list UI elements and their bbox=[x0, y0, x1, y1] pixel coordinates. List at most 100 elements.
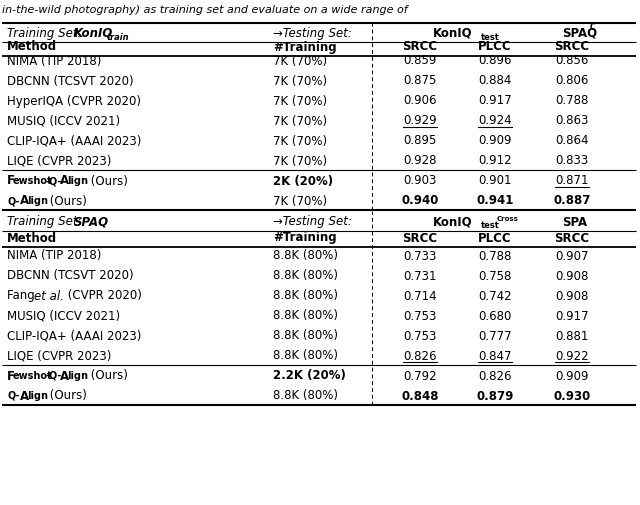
Text: (CVPR 2020): (CVPR 2020) bbox=[64, 289, 142, 302]
Text: KonIQ: KonIQ bbox=[433, 216, 472, 228]
Text: 0.826: 0.826 bbox=[403, 349, 436, 363]
Text: A: A bbox=[20, 389, 29, 402]
Text: MUSIQ (ICCV 2021): MUSIQ (ICCV 2021) bbox=[7, 115, 120, 127]
Text: A: A bbox=[20, 194, 29, 208]
Text: 0.901: 0.901 bbox=[478, 175, 512, 187]
Text: ewshot: ewshot bbox=[13, 176, 52, 186]
Text: 8.8K (80%): 8.8K (80%) bbox=[273, 249, 338, 263]
Text: 7K (70%): 7K (70%) bbox=[273, 55, 327, 68]
Text: in-the-wild photography) as training set and evaluate on a wide range of: in-the-wild photography) as training set… bbox=[2, 5, 408, 15]
Text: 0.917: 0.917 bbox=[478, 94, 512, 108]
Text: SRCC: SRCC bbox=[554, 40, 589, 54]
Text: NIMA (TIP 2018): NIMA (TIP 2018) bbox=[7, 249, 101, 263]
Text: Training Set:: Training Set: bbox=[7, 216, 85, 228]
Text: Cross: Cross bbox=[497, 216, 518, 222]
Text: 0.875: 0.875 bbox=[403, 75, 436, 87]
Text: CLIP-IQA+ (AAAI 2023): CLIP-IQA+ (AAAI 2023) bbox=[7, 134, 141, 147]
Text: #Training: #Training bbox=[273, 231, 337, 244]
Text: (Ours): (Ours) bbox=[46, 389, 87, 402]
Text: 0.742: 0.742 bbox=[478, 289, 512, 302]
Text: 0.896: 0.896 bbox=[478, 55, 512, 68]
Text: 8.8K (80%): 8.8K (80%) bbox=[273, 289, 338, 302]
Text: 0.930: 0.930 bbox=[554, 389, 591, 402]
Text: SPAQ: SPAQ bbox=[562, 26, 597, 39]
Text: 0.758: 0.758 bbox=[478, 270, 512, 282]
Text: 0.859: 0.859 bbox=[403, 55, 436, 68]
Text: 8.8K (80%): 8.8K (80%) bbox=[273, 270, 338, 282]
Text: Fang: Fang bbox=[7, 289, 38, 302]
Text: (Ours): (Ours) bbox=[87, 175, 128, 187]
Text: A: A bbox=[60, 175, 69, 187]
Text: 0.906: 0.906 bbox=[403, 94, 436, 108]
Text: Q-: Q- bbox=[7, 391, 19, 401]
Text: 0.871: 0.871 bbox=[556, 175, 589, 187]
Text: LIQE (CVPR 2023): LIQE (CVPR 2023) bbox=[7, 155, 111, 168]
Text: DBCNN (TCSVT 2020): DBCNN (TCSVT 2020) bbox=[7, 75, 134, 87]
Text: 8.8K (80%): 8.8K (80%) bbox=[273, 310, 338, 323]
Text: 0.714: 0.714 bbox=[403, 289, 437, 302]
Text: 0.924: 0.924 bbox=[478, 115, 512, 127]
Text: 0.929: 0.929 bbox=[403, 115, 437, 127]
Text: →Testing Set:: →Testing Set: bbox=[273, 26, 352, 39]
Text: 0.680: 0.680 bbox=[478, 310, 512, 323]
Text: 0.753: 0.753 bbox=[403, 310, 436, 323]
Text: test: test bbox=[481, 32, 499, 41]
Text: DBCNN (TCSVT 2020): DBCNN (TCSVT 2020) bbox=[7, 270, 134, 282]
Text: LIQE (CVPR 2023): LIQE (CVPR 2023) bbox=[7, 349, 111, 363]
Text: 0.903: 0.903 bbox=[403, 175, 436, 187]
Text: 0.753: 0.753 bbox=[403, 329, 436, 342]
Text: PLCC: PLCC bbox=[478, 231, 512, 244]
Text: 7K (70%): 7K (70%) bbox=[273, 194, 327, 208]
Text: lign: lign bbox=[27, 196, 48, 206]
Text: →Testing Set:: →Testing Set: bbox=[273, 216, 352, 228]
Text: Q-: Q- bbox=[7, 196, 19, 206]
Text: NIMA (TIP 2018): NIMA (TIP 2018) bbox=[7, 55, 101, 68]
Text: 7K (70%): 7K (70%) bbox=[273, 94, 327, 108]
Text: MUSIQ (ICCV 2021): MUSIQ (ICCV 2021) bbox=[7, 310, 120, 323]
Text: 0.895: 0.895 bbox=[403, 134, 436, 147]
Text: KonIQ: KonIQ bbox=[433, 26, 472, 39]
Text: (Ours): (Ours) bbox=[87, 370, 128, 382]
Text: test: test bbox=[481, 222, 499, 230]
Text: 7K (70%): 7K (70%) bbox=[273, 115, 327, 127]
Text: HyperIQA (CVPR 2020): HyperIQA (CVPR 2020) bbox=[7, 94, 141, 108]
Text: 7K (70%): 7K (70%) bbox=[273, 155, 327, 168]
Text: 0.908: 0.908 bbox=[556, 270, 589, 282]
Text: Method: Method bbox=[7, 231, 57, 244]
Text: 0.777: 0.777 bbox=[478, 329, 512, 342]
Text: CLIP-IQA+ (AAAI 2023): CLIP-IQA+ (AAAI 2023) bbox=[7, 329, 141, 342]
Text: SPAQ: SPAQ bbox=[74, 216, 109, 228]
Text: 0.922: 0.922 bbox=[555, 349, 589, 363]
Text: F: F bbox=[7, 370, 15, 382]
Text: #Training: #Training bbox=[273, 40, 337, 54]
Text: SRCC: SRCC bbox=[403, 231, 438, 244]
Text: KonIQ: KonIQ bbox=[74, 26, 113, 39]
Text: 0.879: 0.879 bbox=[476, 389, 514, 402]
Text: 2.2K (20%): 2.2K (20%) bbox=[273, 370, 346, 382]
Text: 0.912: 0.912 bbox=[478, 155, 512, 168]
Text: 0.928: 0.928 bbox=[403, 155, 436, 168]
Text: 0.788: 0.788 bbox=[478, 249, 512, 263]
Text: PLCC: PLCC bbox=[478, 40, 512, 54]
Text: 8.8K (80%): 8.8K (80%) bbox=[273, 349, 338, 363]
Text: SPA: SPA bbox=[562, 216, 587, 228]
Text: et al.: et al. bbox=[34, 289, 64, 302]
Text: train: train bbox=[107, 32, 130, 41]
Text: lign: lign bbox=[67, 371, 88, 381]
Text: 0.806: 0.806 bbox=[556, 75, 589, 87]
Text: Method: Method bbox=[7, 40, 57, 54]
Text: SRCC: SRCC bbox=[403, 40, 438, 54]
Text: 8.8K (80%): 8.8K (80%) bbox=[273, 329, 338, 342]
Text: 0.856: 0.856 bbox=[556, 55, 589, 68]
Text: 0.833: 0.833 bbox=[556, 155, 589, 168]
Text: 0.941: 0.941 bbox=[476, 194, 514, 208]
Text: 7K (70%): 7K (70%) bbox=[273, 75, 327, 87]
Text: 0.792: 0.792 bbox=[403, 370, 437, 382]
Text: 0.847: 0.847 bbox=[478, 349, 512, 363]
Text: 0.940: 0.940 bbox=[401, 194, 438, 208]
Text: 0.731: 0.731 bbox=[403, 270, 436, 282]
Text: 0.881: 0.881 bbox=[556, 329, 589, 342]
Text: lign: lign bbox=[67, 176, 88, 186]
Text: 0.908: 0.908 bbox=[556, 289, 589, 302]
Text: Training Set:: Training Set: bbox=[7, 26, 85, 39]
